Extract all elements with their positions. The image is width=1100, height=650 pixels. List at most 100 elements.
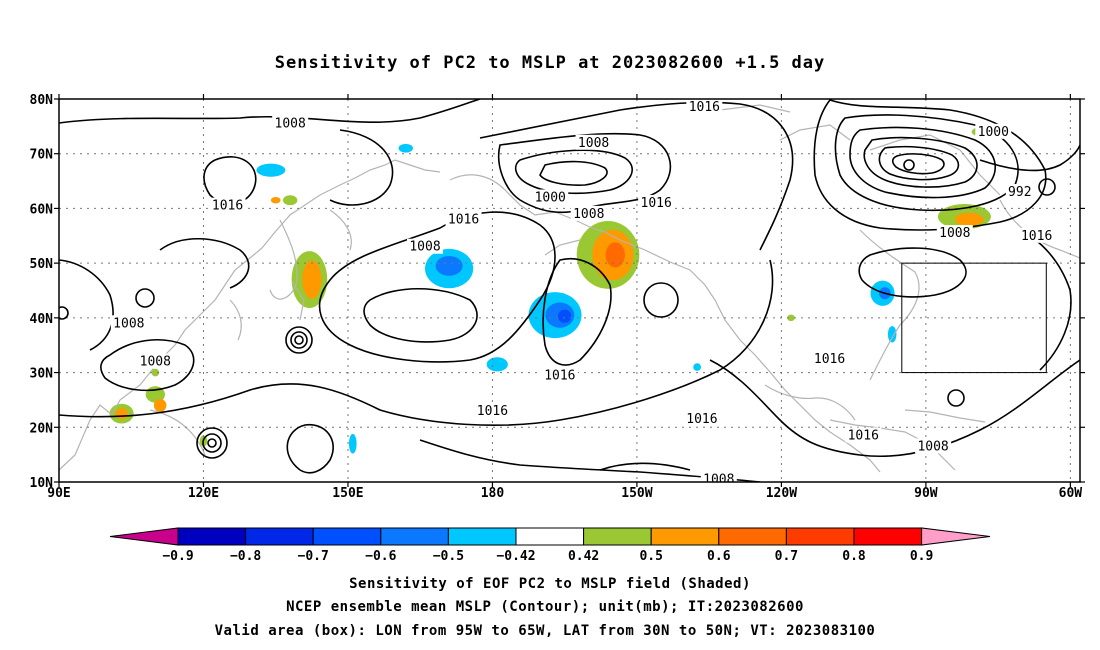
colorbar-high-extend [921, 527, 991, 546]
lat-tick-label: 40N [30, 312, 54, 327]
colorbar-swatch [245, 527, 314, 546]
contour-label: 1016 [848, 428, 879, 443]
sensitivity-region [557, 309, 572, 323]
colorbar-label: 0.6 [707, 549, 731, 564]
colorbar-swatch [718, 527, 787, 546]
lon-tick-label: 150E [332, 486, 363, 501]
contour-label-bg [445, 211, 482, 227]
contour-label: 1016 [1021, 229, 1052, 244]
sensitivity-region [302, 260, 322, 299]
sensitivity-region [787, 314, 795, 322]
contour-label-bg [845, 427, 882, 443]
lon-tick-label: 120W [766, 486, 797, 501]
contour-label-bg [700, 471, 737, 482]
contour-label: 1016 [448, 212, 479, 227]
contour-label: 1008 [573, 207, 604, 222]
contour-label-bg [936, 225, 973, 241]
contour-label-bg [137, 353, 174, 369]
sensitivity-region [486, 357, 508, 372]
colorbar-swatch [650, 527, 720, 546]
contour-label: 1008 [917, 439, 948, 454]
colorbar-swatch [785, 527, 855, 546]
colorbar-label: −0.9 [162, 549, 193, 564]
contour-label-bg [975, 123, 1012, 139]
sensitivity-region [256, 163, 286, 177]
caption-line-1: Sensitivity of EOF PC2 to MSLP field (Sh… [349, 576, 751, 592]
contour-label: 1016 [689, 100, 720, 115]
lat-tick-label: 80N [30, 93, 54, 108]
colorbar-swatch [177, 527, 247, 546]
contour-label-bg [407, 238, 444, 254]
colorbar-swatch [380, 527, 449, 546]
sensitivity-region [151, 368, 160, 377]
sensitivity-region [605, 242, 625, 268]
lon-tick-label: 90W [914, 486, 938, 501]
contour-label: 1016 [212, 199, 243, 214]
contour-label-bg [532, 189, 569, 205]
lon-tick-label: 60W [1059, 486, 1083, 501]
sensitivity-region [435, 256, 463, 276]
colorbar-label: 0.9 [910, 549, 933, 564]
lat-tick-label: 30N [30, 367, 54, 382]
sensitivity-region [153, 398, 167, 412]
colorbar-swatch [447, 527, 517, 546]
mslp-contours [59, 99, 1080, 482]
sensitivity-region [115, 408, 128, 420]
contour-labels: 1008 1016 1000 1008 992 1000 1016 1008 1016 1016 1… [110, 99, 1055, 487]
contour-label: 1008 [703, 472, 734, 487]
sensitivity-region [954, 212, 984, 226]
colorbar-label: 0.7 [775, 549, 798, 564]
contour-label-bg [1005, 184, 1034, 200]
valid-area-box [901, 262, 1047, 374]
colorbar-low-extend [109, 527, 179, 546]
colorbar-label: −0.42 [496, 549, 535, 564]
map-background [59, 99, 1080, 482]
sensitivity-region [348, 433, 357, 454]
colorbar-swatch [583, 527, 652, 546]
caption: Sensitivity of EOF PC2 to MSLP field (Sh… [215, 576, 876, 639]
contour-label: 1008 [939, 226, 970, 241]
caption-line-2: NCEP ensemble mean MSLP (Contour); unit(… [286, 599, 804, 615]
lat-tick-label: 10N [30, 476, 54, 491]
contour-label-bg [1018, 227, 1055, 243]
lat-tick-label: 50N [30, 257, 54, 272]
contour-label: 1016 [477, 404, 508, 419]
contour-label: 992 [1008, 185, 1031, 200]
contour-label: 1008 [275, 117, 306, 132]
contour-label-bg [110, 315, 147, 331]
colorbar-label: −0.7 [298, 549, 329, 564]
contour-label-bg [811, 350, 848, 366]
contour-label: 1008 [140, 355, 171, 370]
colorbar-label: −0.5 [433, 549, 464, 564]
contour-label: 1016 [814, 352, 845, 367]
contour-label: 1016 [686, 412, 717, 427]
sensitivity-region [887, 326, 897, 343]
lon-tick-label: 120E [188, 486, 219, 501]
map-frame [58, 98, 1081, 483]
contour-label-bg [575, 134, 612, 150]
contour-label: 1016 [641, 196, 672, 211]
sensitivity-region [398, 143, 413, 153]
contour-label-bg [272, 115, 309, 131]
lat-tick-label: 70N [30, 148, 54, 163]
map-area: 1008 1016 1000 1008 992 1000 1016 1008 1016 1016 1… [30, 93, 1085, 501]
colorbar-swatch [312, 527, 382, 546]
contour-label-bg [686, 99, 723, 115]
sensitivity-region [693, 363, 701, 371]
colorbar-label: 0.8 [842, 549, 866, 564]
sensitivity-shading [109, 125, 1006, 454]
contour-label: 1000 [978, 125, 1009, 140]
contour-label-bg [474, 402, 511, 418]
colorbar-label: −0.8 [230, 549, 261, 564]
contour-label-bg [570, 205, 607, 221]
colorbar-swatch [515, 527, 585, 546]
contour-label-bg [209, 197, 246, 213]
lon-tick-label: 180 [481, 486, 505, 501]
lat-tick-label: 60N [30, 202, 54, 217]
colorbar: −0.9 −0.8 −0.7 −0.6 −0.5 −0.42 0.42 0.5 0.6 0.7 0.… [109, 527, 991, 564]
figure-title: Sensitivity of PC2 to MSLP at 2023082600… [275, 53, 826, 73]
caption-line-3: Valid area (box): LON from 95W to 65W, L… [215, 623, 876, 639]
colorbar-label: 0.42 [568, 549, 599, 564]
